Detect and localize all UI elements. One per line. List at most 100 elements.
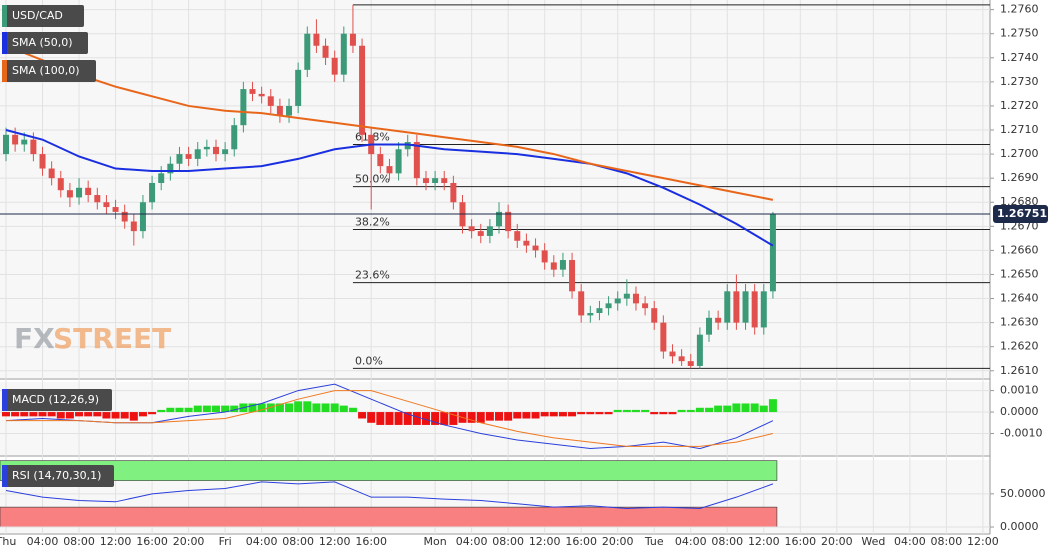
candle-body <box>377 154 384 167</box>
histogram-bar <box>540 412 549 417</box>
histogram-bar <box>120 412 129 419</box>
legend-label: RSI (14,70,30,1) <box>12 469 101 482</box>
histogram-bar <box>677 409 686 413</box>
candle-body <box>715 317 722 323</box>
y-tick-label: 0.0010 <box>1000 384 1039 397</box>
histogram-bar <box>184 407 193 413</box>
legend-swatch <box>2 32 7 54</box>
y-tick-label: 1.2730 <box>1000 75 1039 88</box>
histogram-bar <box>613 409 622 413</box>
candle-body <box>660 322 667 352</box>
fib-label: 23.6% <box>355 269 390 282</box>
x-tick-label: 04:00 <box>246 535 278 548</box>
legend-label: SMA (50,0) <box>12 36 73 49</box>
histogram-bar <box>29 412 38 417</box>
candle-body <box>30 139 37 155</box>
candle-body <box>651 308 658 323</box>
histogram-bar <box>732 403 741 413</box>
candle-body <box>212 146 219 155</box>
histogram-bar <box>768 399 777 413</box>
histogram-bar <box>358 412 367 419</box>
histogram-bar <box>266 403 275 413</box>
legend-swatch <box>2 60 7 82</box>
candle-body <box>733 291 740 323</box>
rsi-line <box>5 481 774 509</box>
candle-body <box>706 317 713 335</box>
legend-item: SMA (100,0) <box>2 60 96 82</box>
candle-body <box>760 291 767 328</box>
x-tick-label: 16:00 <box>784 535 816 548</box>
y-tick-label: 1.2740 <box>1000 51 1039 64</box>
legend-box <box>2 5 84 27</box>
candle-body <box>359 45 366 135</box>
histogram-bar <box>321 403 330 413</box>
histogram-bar <box>513 412 522 419</box>
histogram-bar <box>138 412 147 417</box>
histogram-bar <box>166 407 175 413</box>
candle-body <box>486 226 493 236</box>
histogram-bar <box>330 403 339 413</box>
candle-body <box>642 303 649 309</box>
candle-body <box>678 356 685 362</box>
candle-body <box>559 260 566 270</box>
x-tick-label: 04:00 <box>456 535 488 548</box>
histogram-bar <box>495 412 504 421</box>
histogram-bar <box>431 412 440 425</box>
last-price-label: 1.26751 <box>997 207 1047 220</box>
candle-body <box>258 93 265 97</box>
x-tick-label: 20:00 <box>173 535 205 548</box>
histogram-bar <box>47 412 56 417</box>
candle-body <box>12 134 19 145</box>
macd-panel <box>0 382 990 455</box>
histogram-bar <box>65 412 74 419</box>
histogram-bar <box>84 412 93 417</box>
x-tick-label: 16:00 <box>355 535 387 548</box>
histogram-bar <box>595 412 604 415</box>
x-tick-label: 20:00 <box>821 535 853 548</box>
candle-body <box>322 45 329 58</box>
candle-body <box>578 291 585 316</box>
x-tick-label: 12:00 <box>100 535 132 548</box>
histogram-bar <box>312 403 321 413</box>
candle-body <box>304 33 311 70</box>
histogram-bar <box>148 412 157 415</box>
histogram-bar <box>604 412 613 415</box>
candle-body <box>587 312 594 316</box>
y-tick-label: -0.0010 <box>1000 427 1042 440</box>
legend-swatch <box>2 5 7 27</box>
x-tick-label: Fri <box>219 535 232 548</box>
candle-body <box>121 211 128 222</box>
histogram-bar <box>129 412 138 421</box>
histogram-bar <box>102 412 111 419</box>
candle-body <box>569 260 576 292</box>
candle-body <box>39 154 46 169</box>
candle-body <box>541 250 548 263</box>
histogram-bar <box>531 412 540 419</box>
x-tick-label: 12:00 <box>529 535 561 548</box>
signal-line <box>6 390 774 447</box>
candle-body <box>139 202 146 232</box>
candle-body <box>496 211 503 227</box>
histogram-bar <box>714 405 723 413</box>
histogram-bar <box>175 407 184 413</box>
y-tick-label: 1.2750 <box>1000 27 1039 40</box>
candle-body <box>413 142 420 179</box>
histogram-bar <box>75 412 84 417</box>
candle-body <box>94 195 101 203</box>
candle-body <box>596 308 603 313</box>
candle-body <box>605 303 612 309</box>
histogram-bar <box>504 412 513 421</box>
x-tick-label: 04:00 <box>27 535 59 548</box>
candle-body <box>203 146 210 150</box>
candle-body <box>222 149 229 155</box>
histogram-bar <box>568 412 577 417</box>
histogram-bar <box>20 412 29 417</box>
histogram-bar <box>367 412 376 423</box>
histogram-bar <box>522 412 531 419</box>
candle-body <box>669 351 676 357</box>
candle-body <box>386 166 393 174</box>
x-tick-label: Mon <box>424 535 447 548</box>
candle-body <box>623 293 630 299</box>
x-tick-label: 08:00 <box>492 535 524 548</box>
histogram-bar <box>440 412 449 425</box>
